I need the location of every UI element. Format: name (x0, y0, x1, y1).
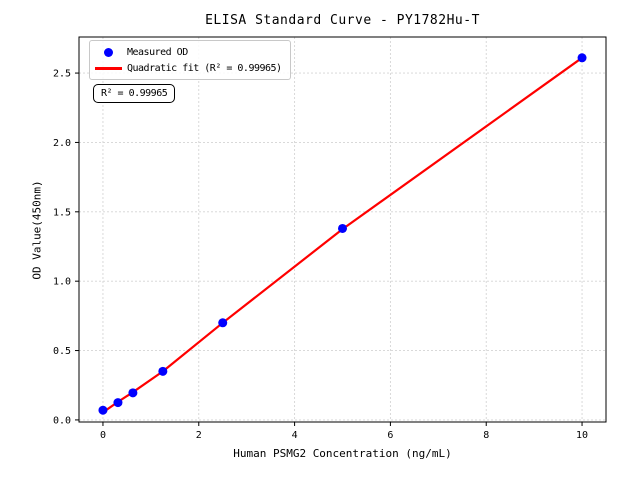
svg-text:1.0: 1.0 (53, 277, 71, 288)
legend-handle (90, 66, 127, 70)
chart-title: ELISA Standard Curve - PY1782Hu-T (205, 13, 480, 28)
r-squared-annotation: R² = 0.99965 (93, 84, 176, 103)
legend: Measured OD Quadratic fit (R² = 0.99965) (89, 40, 291, 80)
y-axis-label: OD Value(450nm) (30, 180, 44, 280)
svg-text:1.5: 1.5 (53, 207, 71, 218)
svg-text:2.0: 2.0 (53, 138, 71, 149)
scatter-marker-icon (104, 47, 113, 57)
legend-item-quadratic-fit: Quadratic fit (R² = 0.99965) (90, 60, 282, 76)
x-axis-label: Human PSMG2 Concentration (ng/mL) (233, 447, 452, 460)
svg-text:4: 4 (292, 430, 298, 441)
svg-text:2.5: 2.5 (53, 69, 71, 80)
svg-text:0.0: 0.0 (53, 415, 71, 426)
legend-item-measured-od: Measured OD (90, 44, 282, 60)
svg-text:0.5: 0.5 (53, 346, 71, 357)
legend-handle (90, 47, 127, 57)
legend-label-quadratic-fit: Quadratic fit (R² = 0.99965) (127, 62, 282, 74)
svg-text:8: 8 (483, 430, 489, 441)
svg-text:6: 6 (387, 430, 393, 441)
svg-text:0: 0 (100, 430, 106, 441)
fit-line-icon (95, 66, 122, 70)
svg-text:10: 10 (576, 430, 588, 441)
legend-label-measured-od: Measured OD (127, 46, 188, 58)
svg-text:2: 2 (196, 430, 202, 441)
